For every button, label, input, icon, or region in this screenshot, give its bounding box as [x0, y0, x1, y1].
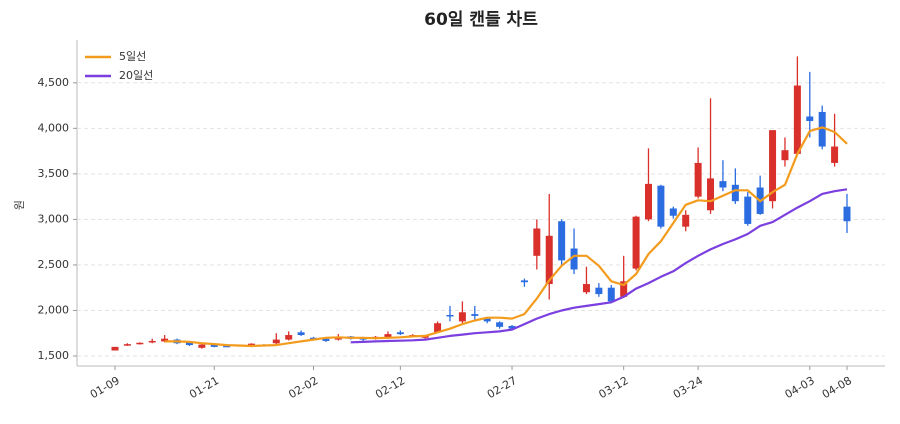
- x-tick-label: 03-24: [671, 374, 705, 401]
- candle-body: [458, 312, 466, 322]
- x-tick-label: 01-21: [187, 374, 221, 401]
- candle-body: [223, 345, 231, 348]
- y-tick-label: 3,500: [38, 167, 70, 180]
- x-tick-label: 04-03: [783, 374, 817, 401]
- candle-body: [297, 332, 305, 336]
- candle-body: [657, 185, 665, 227]
- candle-body: [707, 178, 715, 211]
- candle-body: [595, 287, 603, 295]
- x-tick-label: 02-12: [373, 374, 407, 401]
- candle-body: [632, 216, 640, 269]
- candle-body: [483, 318, 491, 322]
- x-tick-label: 02-27: [485, 374, 519, 401]
- candle-body: [285, 335, 293, 340]
- candle-body: [744, 196, 752, 224]
- candle-body: [123, 344, 131, 346]
- candle-body: [607, 287, 615, 302]
- x-tick-label: 01-09: [88, 374, 122, 401]
- candle-body: [533, 228, 541, 256]
- candle-body: [185, 342, 193, 346]
- candle-body: [161, 338, 169, 342]
- candle-body: [620, 281, 628, 297]
- candle-body: [396, 332, 404, 335]
- candle-body: [806, 116, 814, 122]
- candle-body: [446, 315, 454, 317]
- candle-body: [669, 208, 677, 216]
- candle-body: [148, 340, 156, 343]
- y-tick-label: 3,000: [38, 212, 70, 225]
- candle-body: [520, 280, 528, 283]
- x-tick-label: 04-08: [820, 374, 854, 401]
- candle-body: [719, 181, 727, 188]
- candle-body: [781, 150, 789, 161]
- candle-body: [570, 248, 578, 270]
- y-tick-label: 1,500: [38, 349, 70, 362]
- chart-title: 60일 캔들 차트: [424, 10, 538, 30]
- ma-line: [164, 126, 848, 348]
- legend-label: 20일선: [119, 68, 153, 82]
- candle-body: [496, 322, 504, 327]
- candle-body: [434, 323, 442, 333]
- candle-body: [111, 346, 119, 351]
- legend-label: 5일선: [119, 49, 146, 63]
- y-axis-label: 원: [13, 200, 26, 210]
- candle-body: [818, 111, 826, 147]
- candle-body: [210, 344, 218, 347]
- x-tick-label: 03-12: [596, 374, 630, 401]
- y-tick-label: 2,500: [38, 258, 70, 271]
- candle-body: [384, 334, 392, 338]
- candle-body: [558, 221, 566, 261]
- candle-body: [247, 343, 255, 346]
- candle-body: [545, 235, 553, 285]
- candle-body: [322, 338, 330, 341]
- candle-body: [694, 162, 702, 197]
- candle-body: [508, 325, 516, 329]
- candle-body: [582, 284, 590, 293]
- candle-body: [471, 314, 479, 316]
- candle-body: [644, 183, 652, 220]
- y-tick-label: 4,000: [38, 121, 70, 134]
- candle-body: [831, 146, 839, 163]
- y-tick-label: 4,500: [38, 76, 70, 89]
- candle-body: [793, 85, 801, 154]
- candle-body: [136, 342, 144, 345]
- candle-body: [731, 184, 739, 202]
- candle-body: [682, 214, 690, 227]
- candle-body: [198, 344, 206, 348]
- candle-body: [843, 206, 851, 222]
- x-tick-label: 02-02: [286, 374, 320, 401]
- candle-body: [769, 130, 777, 202]
- candle-body: [272, 339, 280, 344]
- ma-line: [350, 188, 848, 344]
- y-tick-label: 2,000: [38, 303, 70, 316]
